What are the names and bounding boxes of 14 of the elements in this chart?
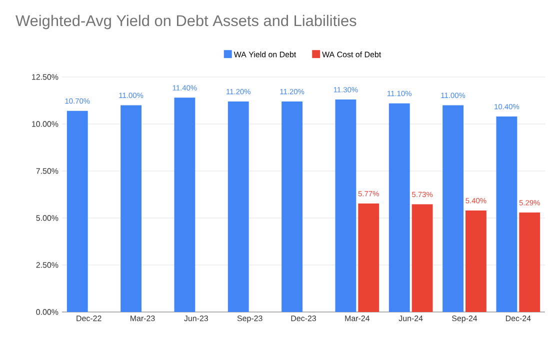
bar (335, 100, 356, 312)
bar (174, 98, 196, 312)
bar (358, 204, 380, 312)
bar (388, 103, 410, 312)
bar (282, 101, 303, 312)
bar (412, 204, 433, 312)
bar (496, 116, 518, 312)
bar (442, 105, 464, 312)
bar (66, 110, 88, 312)
bar (465, 210, 486, 312)
bar (228, 101, 249, 312)
bar (120, 105, 142, 312)
chart-title: Weighted-Avg Yield on Debt Assets and Liabilities (16, 14, 356, 30)
bar (519, 212, 540, 312)
